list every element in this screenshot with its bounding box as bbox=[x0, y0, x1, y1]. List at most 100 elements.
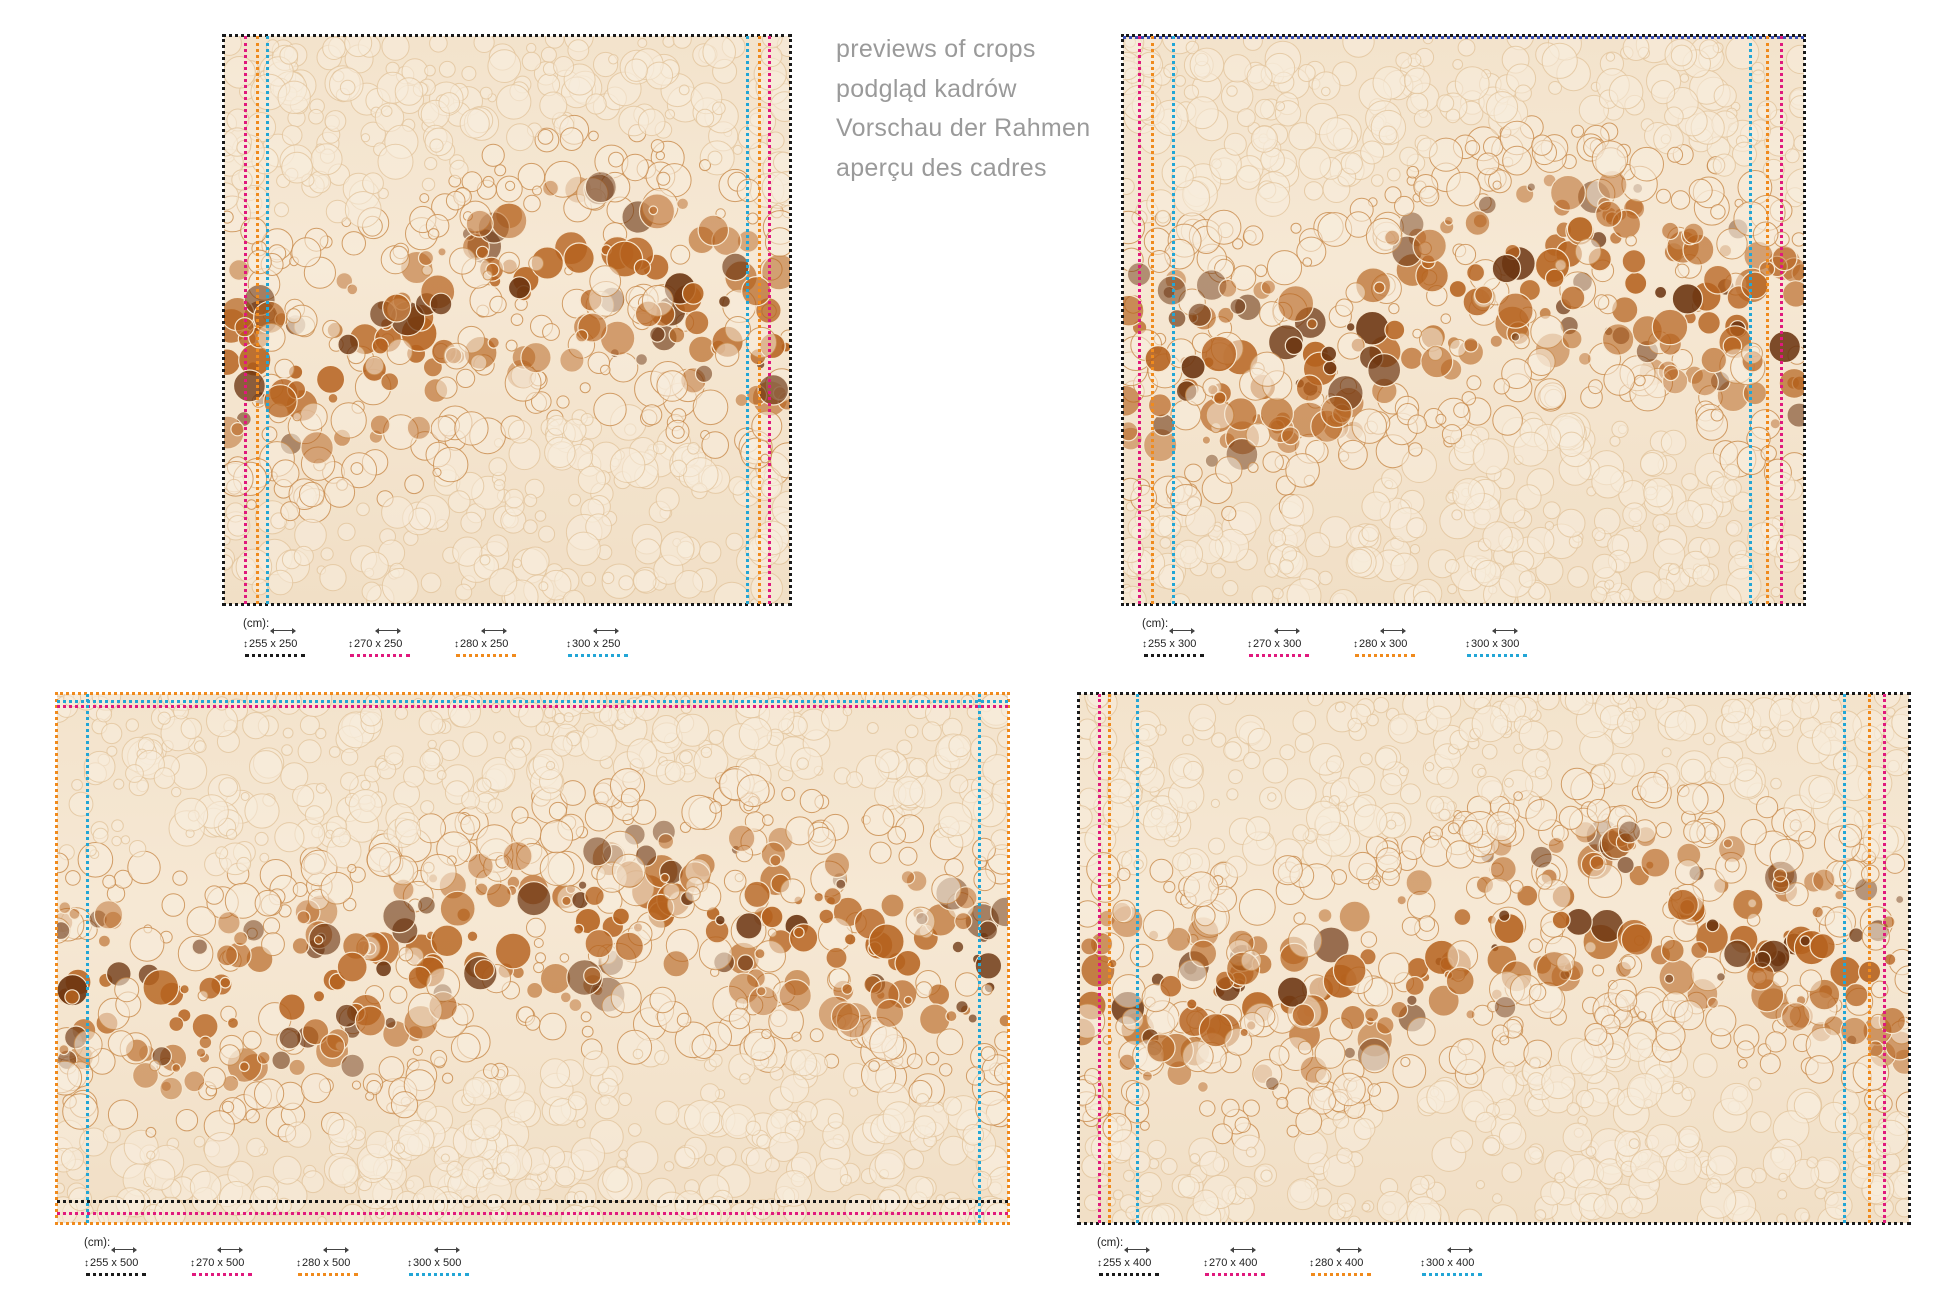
pattern-circle bbox=[1364, 1007, 1380, 1023]
pattern-circle bbox=[1794, 582, 1804, 600]
pattern-circle bbox=[1123, 1169, 1135, 1182]
pattern-circle bbox=[1504, 777, 1514, 788]
pattern-circle bbox=[263, 384, 298, 419]
pattern-circle bbox=[1319, 117, 1353, 151]
pattern-circle bbox=[1183, 871, 1219, 907]
pattern-circle bbox=[191, 938, 209, 955]
pattern-circle bbox=[1079, 900, 1102, 928]
pattern-circle bbox=[198, 1035, 213, 1050]
pattern-circle bbox=[1321, 86, 1331, 97]
pattern-circle bbox=[894, 949, 922, 977]
pattern-circle bbox=[1399, 346, 1424, 371]
pattern-circle bbox=[1540, 1181, 1565, 1206]
pattern-circle bbox=[1123, 477, 1143, 501]
pattern-circle bbox=[482, 270, 493, 281]
pattern-circle bbox=[1768, 330, 1801, 364]
pattern-circle bbox=[518, 701, 544, 728]
pattern-circle bbox=[538, 1012, 567, 1041]
pattern-circle bbox=[1185, 505, 1216, 537]
pattern-circle bbox=[485, 882, 512, 909]
pattern-circle bbox=[751, 410, 783, 442]
pattern-circle bbox=[445, 190, 466, 211]
pattern-circle bbox=[1461, 391, 1476, 406]
pattern-circle bbox=[1443, 215, 1454, 226]
pattern-circle bbox=[294, 518, 327, 552]
pattern-circle bbox=[635, 538, 661, 565]
pattern-circle bbox=[1716, 228, 1748, 260]
pattern-circle bbox=[267, 569, 294, 596]
pattern-circle bbox=[843, 933, 857, 946]
pattern-circle bbox=[1652, 514, 1671, 533]
pattern-circle bbox=[1870, 1013, 1886, 1030]
pattern-circle bbox=[1404, 976, 1425, 997]
pattern-circle bbox=[580, 1011, 592, 1023]
pattern-circle bbox=[648, 205, 659, 216]
pattern-circle bbox=[593, 392, 627, 427]
pattern-circle bbox=[107, 1030, 135, 1057]
pattern-circle bbox=[1497, 909, 1511, 922]
pattern-circle bbox=[382, 293, 412, 323]
pattern-circle bbox=[691, 1034, 717, 1059]
pattern-circle bbox=[1278, 559, 1294, 575]
pattern-circle bbox=[912, 1115, 937, 1140]
pattern-circle bbox=[1200, 335, 1238, 373]
pattern-circle bbox=[334, 1003, 359, 1028]
pattern-circle bbox=[576, 177, 609, 210]
pattern-circle bbox=[1204, 453, 1220, 468]
pattern-circle bbox=[1812, 868, 1836, 892]
pattern-circle bbox=[1675, 859, 1701, 886]
pattern-circle bbox=[319, 564, 347, 592]
pattern-circle bbox=[1485, 91, 1519, 124]
pattern-circle bbox=[1799, 935, 1811, 947]
pattern-circle bbox=[1445, 108, 1461, 124]
pattern-circle bbox=[354, 1005, 386, 1037]
pattern-circle bbox=[1799, 969, 1823, 993]
pattern-circle bbox=[1281, 546, 1298, 562]
pattern-circle bbox=[1834, 1112, 1858, 1135]
pattern-circle bbox=[1776, 1213, 1788, 1223]
pattern-circle bbox=[656, 370, 689, 402]
pattern-circle bbox=[449, 159, 469, 179]
pattern-circle bbox=[62, 1093, 99, 1130]
pattern-circle bbox=[1762, 1146, 1797, 1180]
pattern-circle bbox=[699, 159, 711, 172]
pattern-circle bbox=[1660, 429, 1687, 456]
pattern-circle bbox=[813, 891, 824, 903]
pattern-circle bbox=[633, 569, 657, 593]
pattern-circle bbox=[482, 1167, 495, 1180]
pattern-circle bbox=[337, 522, 356, 541]
pattern-circle bbox=[499, 1074, 526, 1101]
pattern-circle bbox=[521, 51, 542, 72]
pattern-circle bbox=[1406, 517, 1428, 539]
pattern-circle bbox=[760, 905, 784, 929]
pattern-circle bbox=[310, 143, 343, 176]
pattern-circle bbox=[1492, 180, 1502, 190]
pattern-circle bbox=[579, 382, 591, 394]
pattern-circle bbox=[64, 989, 80, 1005]
pattern-circle bbox=[1347, 1215, 1361, 1223]
pattern-circle bbox=[384, 1016, 397, 1029]
pattern-circle bbox=[1305, 532, 1331, 558]
pattern-circle bbox=[1772, 868, 1788, 883]
pattern-circle bbox=[389, 985, 408, 1004]
pattern-circle bbox=[1723, 463, 1741, 481]
pattern-circle bbox=[111, 835, 122, 847]
pattern-circle bbox=[960, 694, 975, 709]
pattern-circle bbox=[232, 369, 266, 403]
pattern-circle bbox=[292, 882, 308, 897]
pattern-circle bbox=[880, 893, 905, 918]
pattern-circle bbox=[1406, 994, 1418, 1007]
pattern-circle bbox=[1450, 1130, 1474, 1154]
pattern-circle bbox=[1737, 1058, 1748, 1069]
pattern-circle bbox=[1260, 279, 1277, 295]
pattern-circle bbox=[746, 212, 759, 225]
pattern-circle bbox=[1240, 949, 1262, 972]
pattern-circle bbox=[551, 735, 573, 757]
heading-line-en: previews of crops bbox=[836, 35, 1036, 63]
pattern-circle bbox=[111, 819, 124, 832]
pattern-circle bbox=[1331, 869, 1348, 885]
pattern-circle bbox=[256, 323, 286, 352]
pattern-circle bbox=[1500, 498, 1526, 524]
pattern-circle bbox=[1378, 952, 1410, 984]
legend-item-black: ↕255 x 500 bbox=[84, 1247, 146, 1276]
